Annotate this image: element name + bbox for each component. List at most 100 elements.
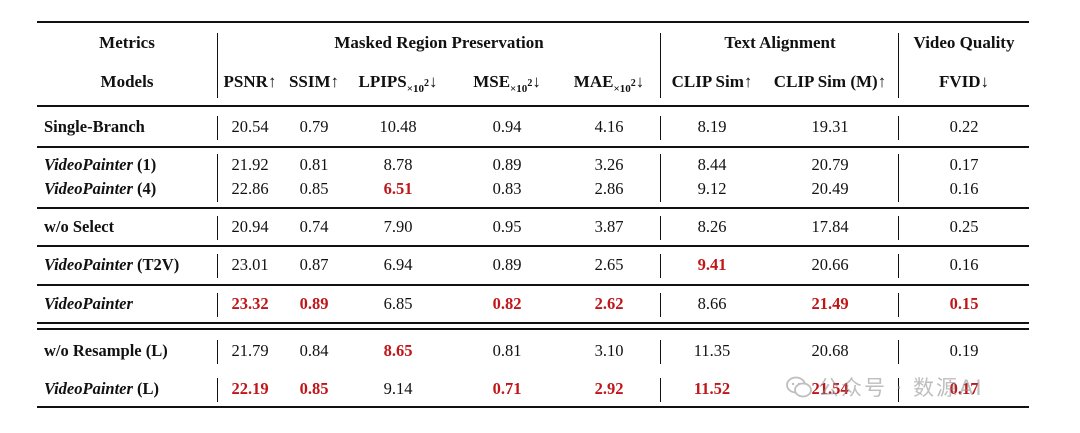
table-cell: 0.16 — [949, 179, 979, 198]
column-separator — [898, 216, 899, 240]
table-cell: 0.82 — [492, 294, 522, 313]
column-separator — [660, 116, 661, 140]
table-cell: 2.86 — [594, 179, 624, 198]
model-variant: (4) — [132, 179, 157, 198]
group-header-preservation: Masked Region Preservation — [334, 33, 544, 52]
table-cell: 19.31 — [811, 117, 849, 136]
table-cell: 0.89 — [299, 294, 329, 313]
column-separator — [217, 116, 218, 140]
table-cell: 0.22 — [949, 117, 979, 136]
double-rule-a — [37, 322, 1029, 324]
table-cell: 8.78 — [383, 155, 413, 174]
table-cell: 0.17 — [949, 379, 979, 398]
wechat-icon — [786, 376, 812, 398]
model-name: w/o Select — [44, 217, 115, 236]
table-cell: 6.51 — [383, 179, 413, 198]
row-rule-3 — [37, 245, 1029, 247]
down-arrow: ↓ — [635, 72, 645, 91]
table-cell: 0.83 — [492, 179, 522, 198]
table-cell: 0.19 — [949, 341, 979, 360]
row-model-label: VideoPainter (4) — [44, 179, 156, 199]
table-cell: 6.94 — [383, 255, 413, 274]
table-cell: 0.84 — [299, 341, 329, 360]
table-cell: 2.65 — [594, 255, 624, 274]
table-cell: 23.32 — [231, 294, 269, 313]
model-name: Single-Branch — [44, 117, 145, 136]
column-separator — [898, 293, 899, 317]
table-cell: 8.65 — [383, 341, 413, 360]
table-cell: 20.49 — [811, 179, 849, 198]
table-cell: 9.12 — [697, 179, 727, 198]
bottom-rule — [37, 406, 1029, 408]
table-cell: 7.90 — [383, 217, 413, 236]
table-cell: 6.85 — [383, 294, 413, 313]
column-separator — [898, 154, 899, 202]
table-cell: 0.17 — [949, 155, 979, 174]
clip-sim-header: CLIP Sim↑ — [671, 72, 753, 91]
psnr-header: PSNR↑ — [223, 72, 277, 91]
table-cell: 3.26 — [594, 155, 624, 174]
scale-label: ×10 — [613, 83, 631, 95]
table-cell: 21.49 — [811, 294, 849, 313]
group-header-video: Video Quality — [913, 33, 1015, 52]
table-cell: 2.62 — [594, 294, 624, 313]
table-cell: 0.81 — [299, 155, 329, 174]
row-rule-2 — [37, 207, 1029, 209]
table-cell: 8.19 — [697, 117, 727, 136]
header-separator — [217, 33, 218, 98]
ssim-header: SSIM↑ — [288, 72, 340, 91]
table-cell: 21.79 — [231, 341, 269, 360]
table-cell: 3.87 — [594, 217, 624, 236]
header-separator — [660, 33, 661, 98]
row-model-label: VideoPainter (1) — [44, 155, 156, 175]
column-separator — [217, 340, 218, 364]
table-cell: 0.15 — [949, 294, 979, 313]
lpips-label: LPIPS — [358, 72, 407, 91]
fvid-header: FVID↓ — [938, 72, 990, 91]
table-cell: 20.68 — [811, 341, 849, 360]
table-cell: 4.16 — [594, 117, 624, 136]
table-cell: 22.86 — [231, 179, 269, 198]
table-cell: 9.14 — [383, 379, 413, 398]
column-separator — [660, 154, 661, 202]
table-cell: 8.26 — [697, 217, 727, 236]
table-cell: 0.89 — [492, 155, 522, 174]
table-cell: 20.79 — [811, 155, 849, 174]
scale-exponent: 2 — [423, 78, 429, 89]
model-name: w/o Resample (L) — [44, 341, 168, 360]
column-separator — [660, 340, 661, 364]
model-name: VideoPainter — [44, 255, 133, 274]
model-variant: (T2V) — [132, 255, 180, 274]
down-arrow: ↓ — [428, 72, 438, 91]
model-name: VideoPainter — [44, 294, 133, 313]
row-rule-1 — [37, 146, 1029, 148]
table-cell: 20.66 — [811, 255, 849, 274]
column-separator — [898, 378, 899, 402]
model-variant: (L) — [132, 379, 160, 398]
table-cell: 8.66 — [697, 294, 727, 313]
down-arrow: ↓ — [532, 72, 541, 91]
table-cell: 20.94 — [231, 217, 269, 236]
mse-label: MSE — [473, 72, 511, 91]
mse-scale: ×102 — [510, 78, 532, 95]
lpips-scale: ×102 — [407, 78, 429, 95]
table-cell: 20.54 — [231, 117, 269, 136]
scale-exponent: 2 — [527, 78, 533, 89]
header-separator — [898, 33, 899, 98]
table-cell: 23.01 — [231, 255, 269, 274]
clip-sim-m-header: CLIP Sim (M)↑ — [773, 72, 887, 91]
table-cell: 0.87 — [299, 255, 329, 274]
column-separator — [217, 254, 218, 278]
table-cell: 0.25 — [949, 217, 979, 236]
row-model-label: w/o Resample (L) — [44, 341, 168, 361]
table-cell: 21.92 — [231, 155, 269, 174]
column-separator — [217, 378, 218, 402]
table-cell: 2.92 — [594, 379, 624, 398]
metrics-header: Metrics — [99, 33, 155, 52]
table-cell: 0.74 — [299, 217, 329, 236]
row-model-label: Single-Branch — [44, 117, 145, 137]
row-model-label: VideoPainter (L) — [44, 379, 159, 399]
column-separator — [898, 254, 899, 278]
table-cell: 0.85 — [299, 179, 329, 198]
double-rule-b — [37, 328, 1029, 330]
